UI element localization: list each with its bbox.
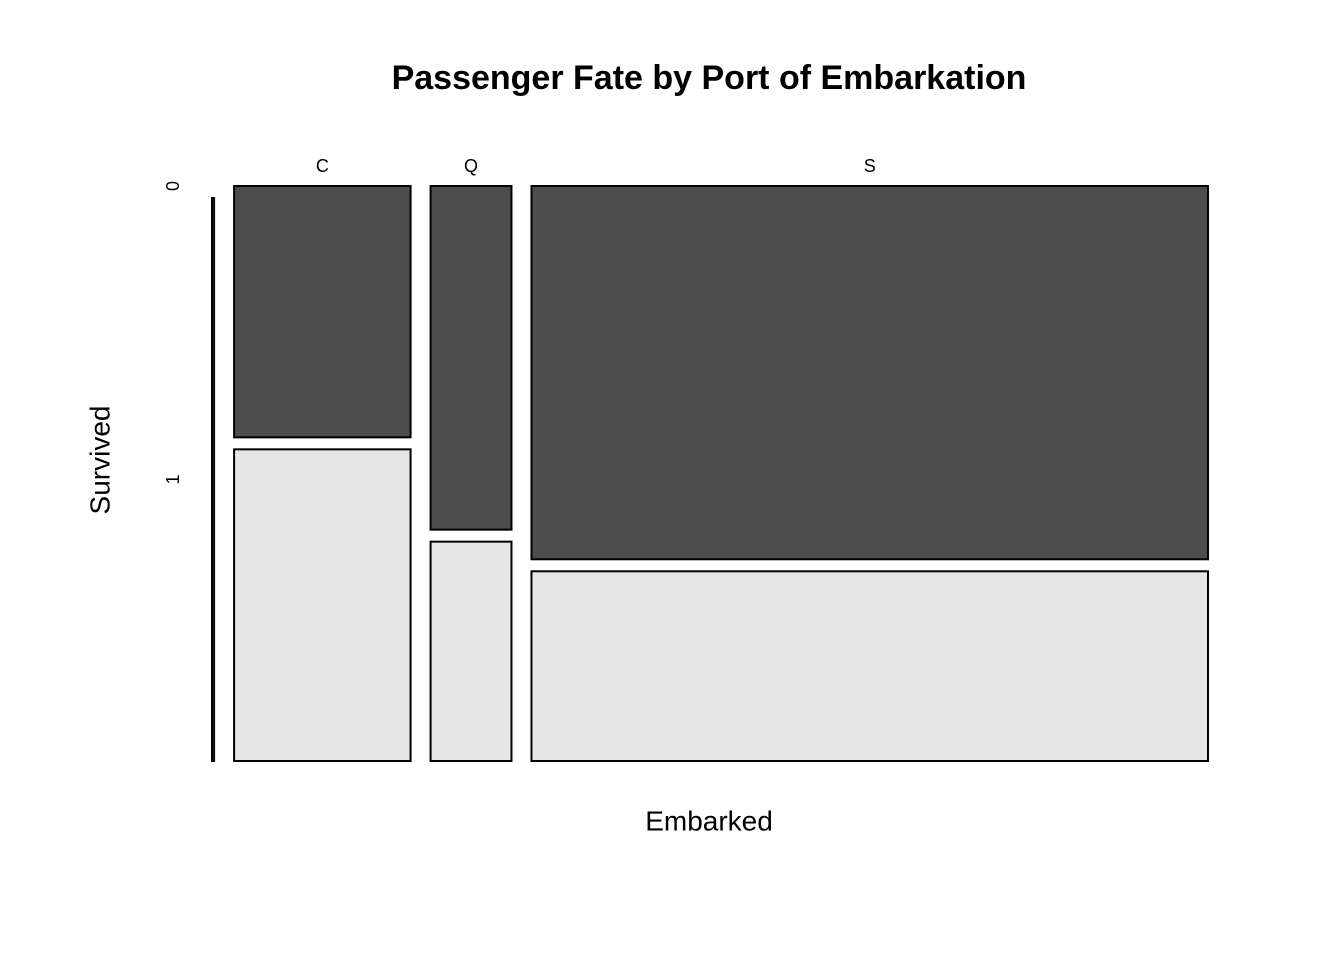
chart-title: Passenger Fate by Port of Embarkation — [392, 59, 1027, 97]
x-axis-label: Embarked — [645, 805, 773, 836]
mosaic-tile — [429, 185, 513, 531]
mosaic-tile — [233, 448, 412, 762]
mosaic-tile — [429, 540, 513, 762]
y-axis-label: Survived — [84, 406, 115, 515]
x-tick-label: Q — [464, 156, 478, 176]
y-tick-label: 0 — [163, 181, 183, 191]
mosaic-tile — [211, 197, 216, 762]
x-tick-label: S — [864, 156, 876, 176]
mosaic-tile — [530, 570, 1209, 762]
x-tick-label: C — [316, 156, 329, 176]
mosaic-tile — [233, 185, 412, 439]
y-tick-label: 1 — [163, 474, 183, 484]
mosaic-tile — [530, 185, 1209, 561]
